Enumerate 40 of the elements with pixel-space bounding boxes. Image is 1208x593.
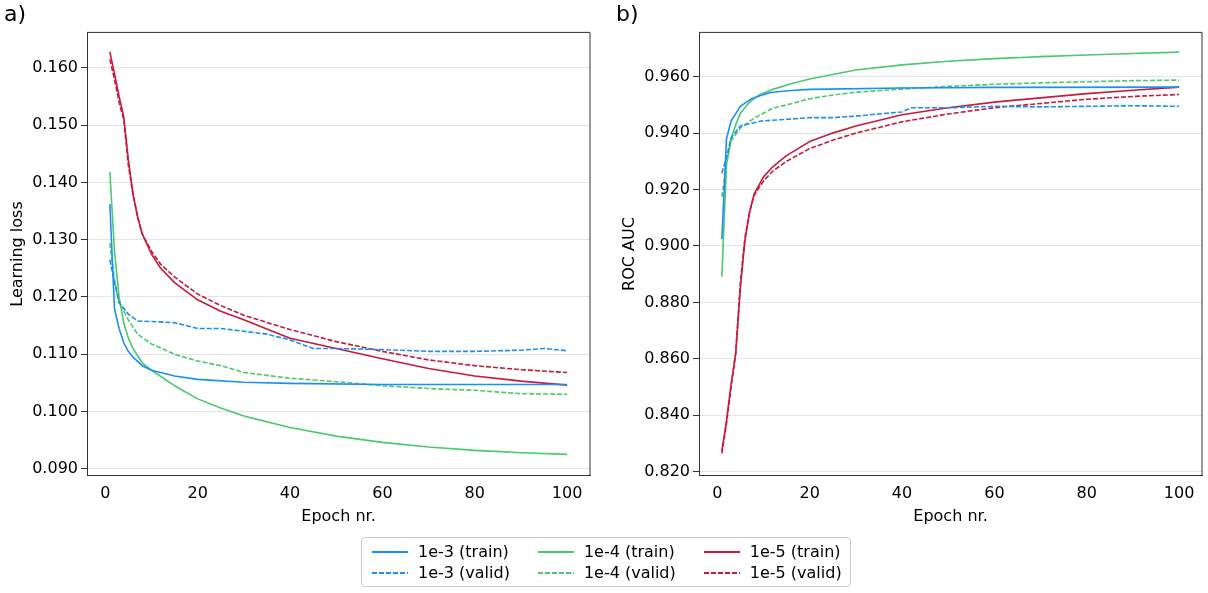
y-tick-label: 0.820 [644, 460, 690, 480]
x-tick-label: 20 [187, 483, 208, 503]
y-tick-label: 0.160 [32, 57, 78, 77]
x-tick-label: 100 [1163, 483, 1195, 503]
legend-label: 1e-4 (train) [583, 542, 675, 561]
legend-label: 1e-5 (train) [749, 542, 841, 561]
legend-label: 1e-4 (valid) [583, 563, 676, 582]
y-tick-label: 0.120 [32, 286, 78, 306]
x-tick-label: 60 [372, 483, 393, 503]
chart-title: b) [616, 0, 639, 26]
x-tick-label: 20 [799, 483, 820, 503]
y-tick-label: 0.100 [32, 400, 78, 420]
x-tick-label: 0 [100, 483, 111, 503]
y-tick-label: 0.840 [644, 404, 690, 424]
x-tick-label: 80 [1076, 483, 1097, 503]
y-tick-label: 0.110 [32, 343, 78, 363]
x-tick-label: 80 [464, 483, 485, 503]
y-tick-label: 0.150 [32, 114, 78, 134]
y-tick-label: 0.090 [32, 457, 78, 477]
x-tick-label: 60 [984, 483, 1005, 503]
legend-label: 1e-3 (valid) [418, 563, 510, 582]
chart-title: a) [4, 0, 27, 26]
legend-label: 1e-5 (valid) [749, 563, 842, 582]
y-tick-label: 0.860 [644, 347, 690, 367]
x-axis-title: Epoch nr. [913, 505, 988, 525]
y-tick-label: 0.900 [644, 235, 690, 255]
x-tick-label: 40 [279, 483, 301, 503]
y-tick-label: 0.940 [644, 122, 690, 142]
y-tick-label: 0.920 [644, 178, 690, 198]
y-tick-label: 0.130 [32, 228, 78, 248]
x-tick-label: 0 [712, 483, 723, 503]
x-tick-label: 100 [551, 483, 583, 503]
x-axis-title: Epoch nr. [301, 505, 376, 525]
y-axis-title: ROC AUC [618, 217, 638, 291]
legend-label: 1e-3 (train) [418, 542, 509, 561]
x-tick-label: 40 [891, 483, 913, 503]
y-axis-title: Learning loss [6, 201, 26, 307]
y-tick-label: 0.880 [644, 291, 690, 311]
y-tick-label: 0.960 [644, 65, 690, 85]
y-tick-label: 0.140 [32, 171, 78, 191]
